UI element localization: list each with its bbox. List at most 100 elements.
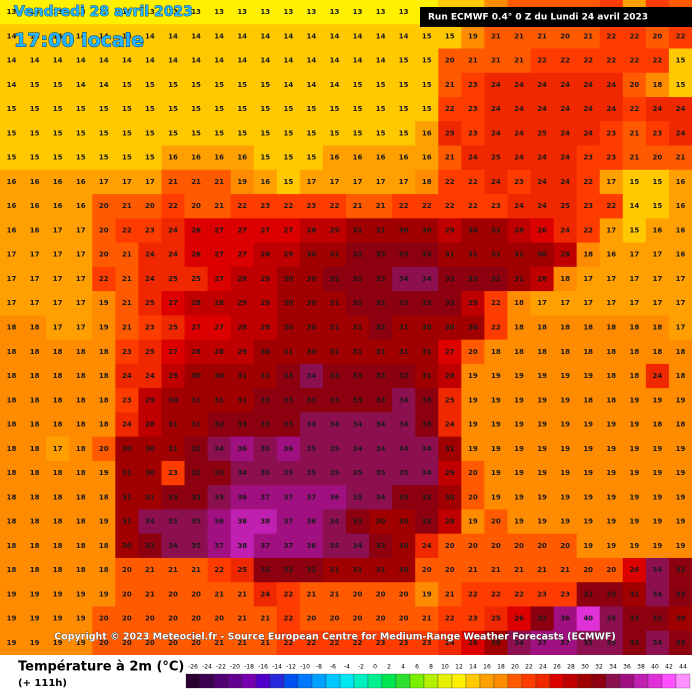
temperature-value: 21 (468, 566, 478, 574)
temperature-value: 32 (537, 615, 547, 623)
temperature-value: 17 (537, 299, 547, 307)
temperature-value: 15 (53, 105, 63, 113)
temperature-value: 34 (376, 493, 386, 501)
temperature-value: 31 (330, 251, 340, 259)
colorbar-label: -14 (272, 664, 282, 671)
temperature-value: 20 (445, 566, 455, 574)
temperature-cell (645, 339, 670, 365)
temperature-value: 24 (560, 129, 570, 137)
temperature-cell (369, 291, 393, 316)
temperature-cell (484, 315, 508, 341)
temperature-value: 14 (145, 57, 155, 65)
temperature-cell (484, 630, 508, 656)
temperature-value: 27 (191, 324, 201, 332)
temperature-cell (622, 242, 647, 268)
temperature-cell (369, 436, 393, 462)
temperature-value: 31 (353, 226, 363, 234)
temperature-value: 32 (214, 421, 224, 429)
temperature-cell (299, 460, 324, 486)
temperature-cell (484, 72, 508, 98)
temperature-value: 27 (260, 226, 270, 234)
temperature-value: 18 (537, 324, 547, 332)
temperature-value: 16 (422, 154, 432, 162)
temperature-value: 14 (214, 32, 224, 40)
temperature-value: 14 (399, 32, 409, 40)
temperature-value: 27 (214, 251, 224, 259)
temperature-value: 19 (468, 518, 478, 526)
temperature-value: 20 (99, 445, 109, 453)
temperature-cell (530, 315, 555, 341)
temperature-value: 33 (399, 493, 409, 501)
temperature-value: 20 (168, 639, 178, 647)
temperature-cell (161, 630, 186, 656)
colorbar-swatch (633, 673, 649, 689)
temperature-cell (161, 485, 186, 510)
temperature-value: 15 (376, 81, 386, 89)
temperature-value: 30 (283, 275, 293, 283)
temperature-value: 23 (468, 81, 478, 89)
temperature-value: 18 (7, 493, 17, 501)
temperature-cell (484, 266, 508, 292)
temperature-cell (415, 242, 439, 268)
temperature-value: 17 (629, 251, 639, 259)
temperature-cell (553, 363, 578, 389)
colorbar-label: 36 (623, 664, 631, 671)
temperature-cell (207, 242, 232, 268)
temperature-cell (46, 412, 70, 438)
colorbar-label: 20 (511, 664, 519, 671)
temperature-cell (553, 533, 578, 559)
colorbar-swatch (577, 673, 593, 689)
temperature-value: 19 (491, 396, 501, 404)
colorbar-swatch (185, 673, 201, 689)
temperature-value: 20 (99, 226, 109, 234)
temperature-value: 22 (676, 32, 686, 40)
temperature-value: 15 (376, 129, 386, 137)
temperature-cell (576, 145, 601, 171)
temperature-cell (484, 460, 508, 486)
temperature-cell (276, 509, 301, 535)
temperature-value: 14 (76, 57, 86, 65)
temperature-cell (553, 266, 578, 292)
temperature-cell (276, 48, 301, 74)
temperature-value: 36 (237, 493, 247, 501)
temperature-value: 15 (7, 154, 17, 162)
temperature-cell (92, 291, 116, 316)
temperature-cell (599, 436, 624, 462)
temperature-cell (138, 24, 162, 50)
temperature-value: 17 (145, 178, 155, 186)
temperature-cell (369, 363, 393, 389)
temperature-cell (322, 24, 347, 50)
temperature-value: 23 (399, 639, 409, 647)
temperature-value: 22 (560, 57, 570, 65)
temperature-cell (599, 24, 624, 50)
temperature-value: 31 (629, 590, 639, 598)
temperature-cell (530, 485, 555, 510)
temperature-cell (46, 582, 70, 607)
temperature-value: 33 (330, 372, 340, 380)
temperature-cell (484, 557, 508, 583)
temperature-value: 27 (214, 226, 224, 234)
temperature-cell (346, 388, 370, 413)
temperature-value: 20 (145, 202, 155, 210)
temperature-cell (507, 533, 532, 559)
temperature-cell (622, 218, 647, 244)
temperature-value: 31 (445, 445, 455, 453)
temperature-value: 35 (330, 469, 340, 477)
temperature-cell (138, 557, 162, 583)
temperature-value: 35 (583, 639, 593, 647)
temperature-value: 33 (330, 396, 340, 404)
temperature-value: 22 (629, 57, 639, 65)
temperature-cell (346, 121, 370, 147)
temperature-value: 20 (560, 542, 570, 550)
temperature-cell (0, 242, 24, 268)
temperature-value: 30 (122, 542, 132, 550)
temperature-value: 17 (353, 178, 363, 186)
temperature-value: 16 (30, 178, 40, 186)
temperature-cell (299, 218, 324, 244)
temperature-value: 14 (260, 32, 270, 40)
temperature-value: 15 (191, 105, 201, 113)
temperature-cell (69, 339, 93, 365)
temperature-value: 21 (514, 566, 524, 574)
temperature-value: 15 (307, 129, 317, 137)
temperature-value: 20 (307, 615, 317, 623)
